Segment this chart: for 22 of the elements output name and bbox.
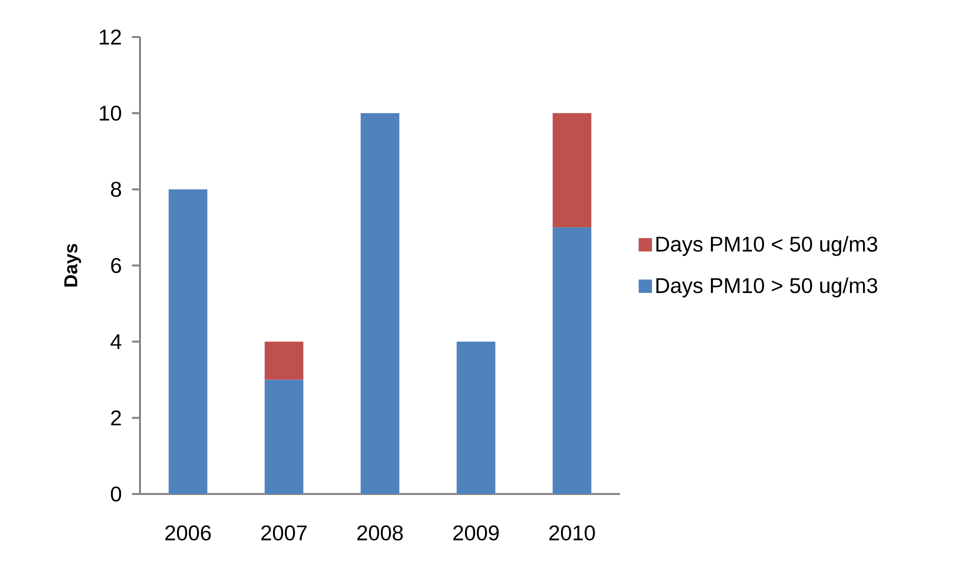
y-axis-title: Days [64, 244, 82, 287]
y-tick-label: 12 [100, 30, 121, 44]
bar [552, 227, 592, 494]
x-tick-label: 2008 [357, 525, 403, 540]
bar [168, 189, 208, 494]
bar [264, 380, 304, 494]
y-tick-label: 2 [111, 410, 121, 426]
y-tick-label: 6 [111, 258, 122, 274]
x-tick-label: 2007 [261, 525, 307, 540]
y-tick-label: 4 [110, 334, 122, 350]
x-tick-label: 2010 [549, 525, 595, 540]
legend-label: Days PM10 > 50 ug/m3 [656, 278, 878, 298]
bar [456, 342, 496, 494]
y-tick-label: 8 [111, 182, 122, 197]
y-tick-label: 10 [100, 106, 122, 121]
y-tick-label: 0 [110, 486, 122, 502]
x-tick-label: 2006 [165, 525, 211, 540]
bar [264, 342, 304, 380]
bar [552, 113, 592, 228]
legend-label: Days PM10 < 50 ug/m3 [656, 236, 878, 256]
x-tick-label: 2009 [453, 525, 499, 540]
bar [360, 113, 400, 494]
